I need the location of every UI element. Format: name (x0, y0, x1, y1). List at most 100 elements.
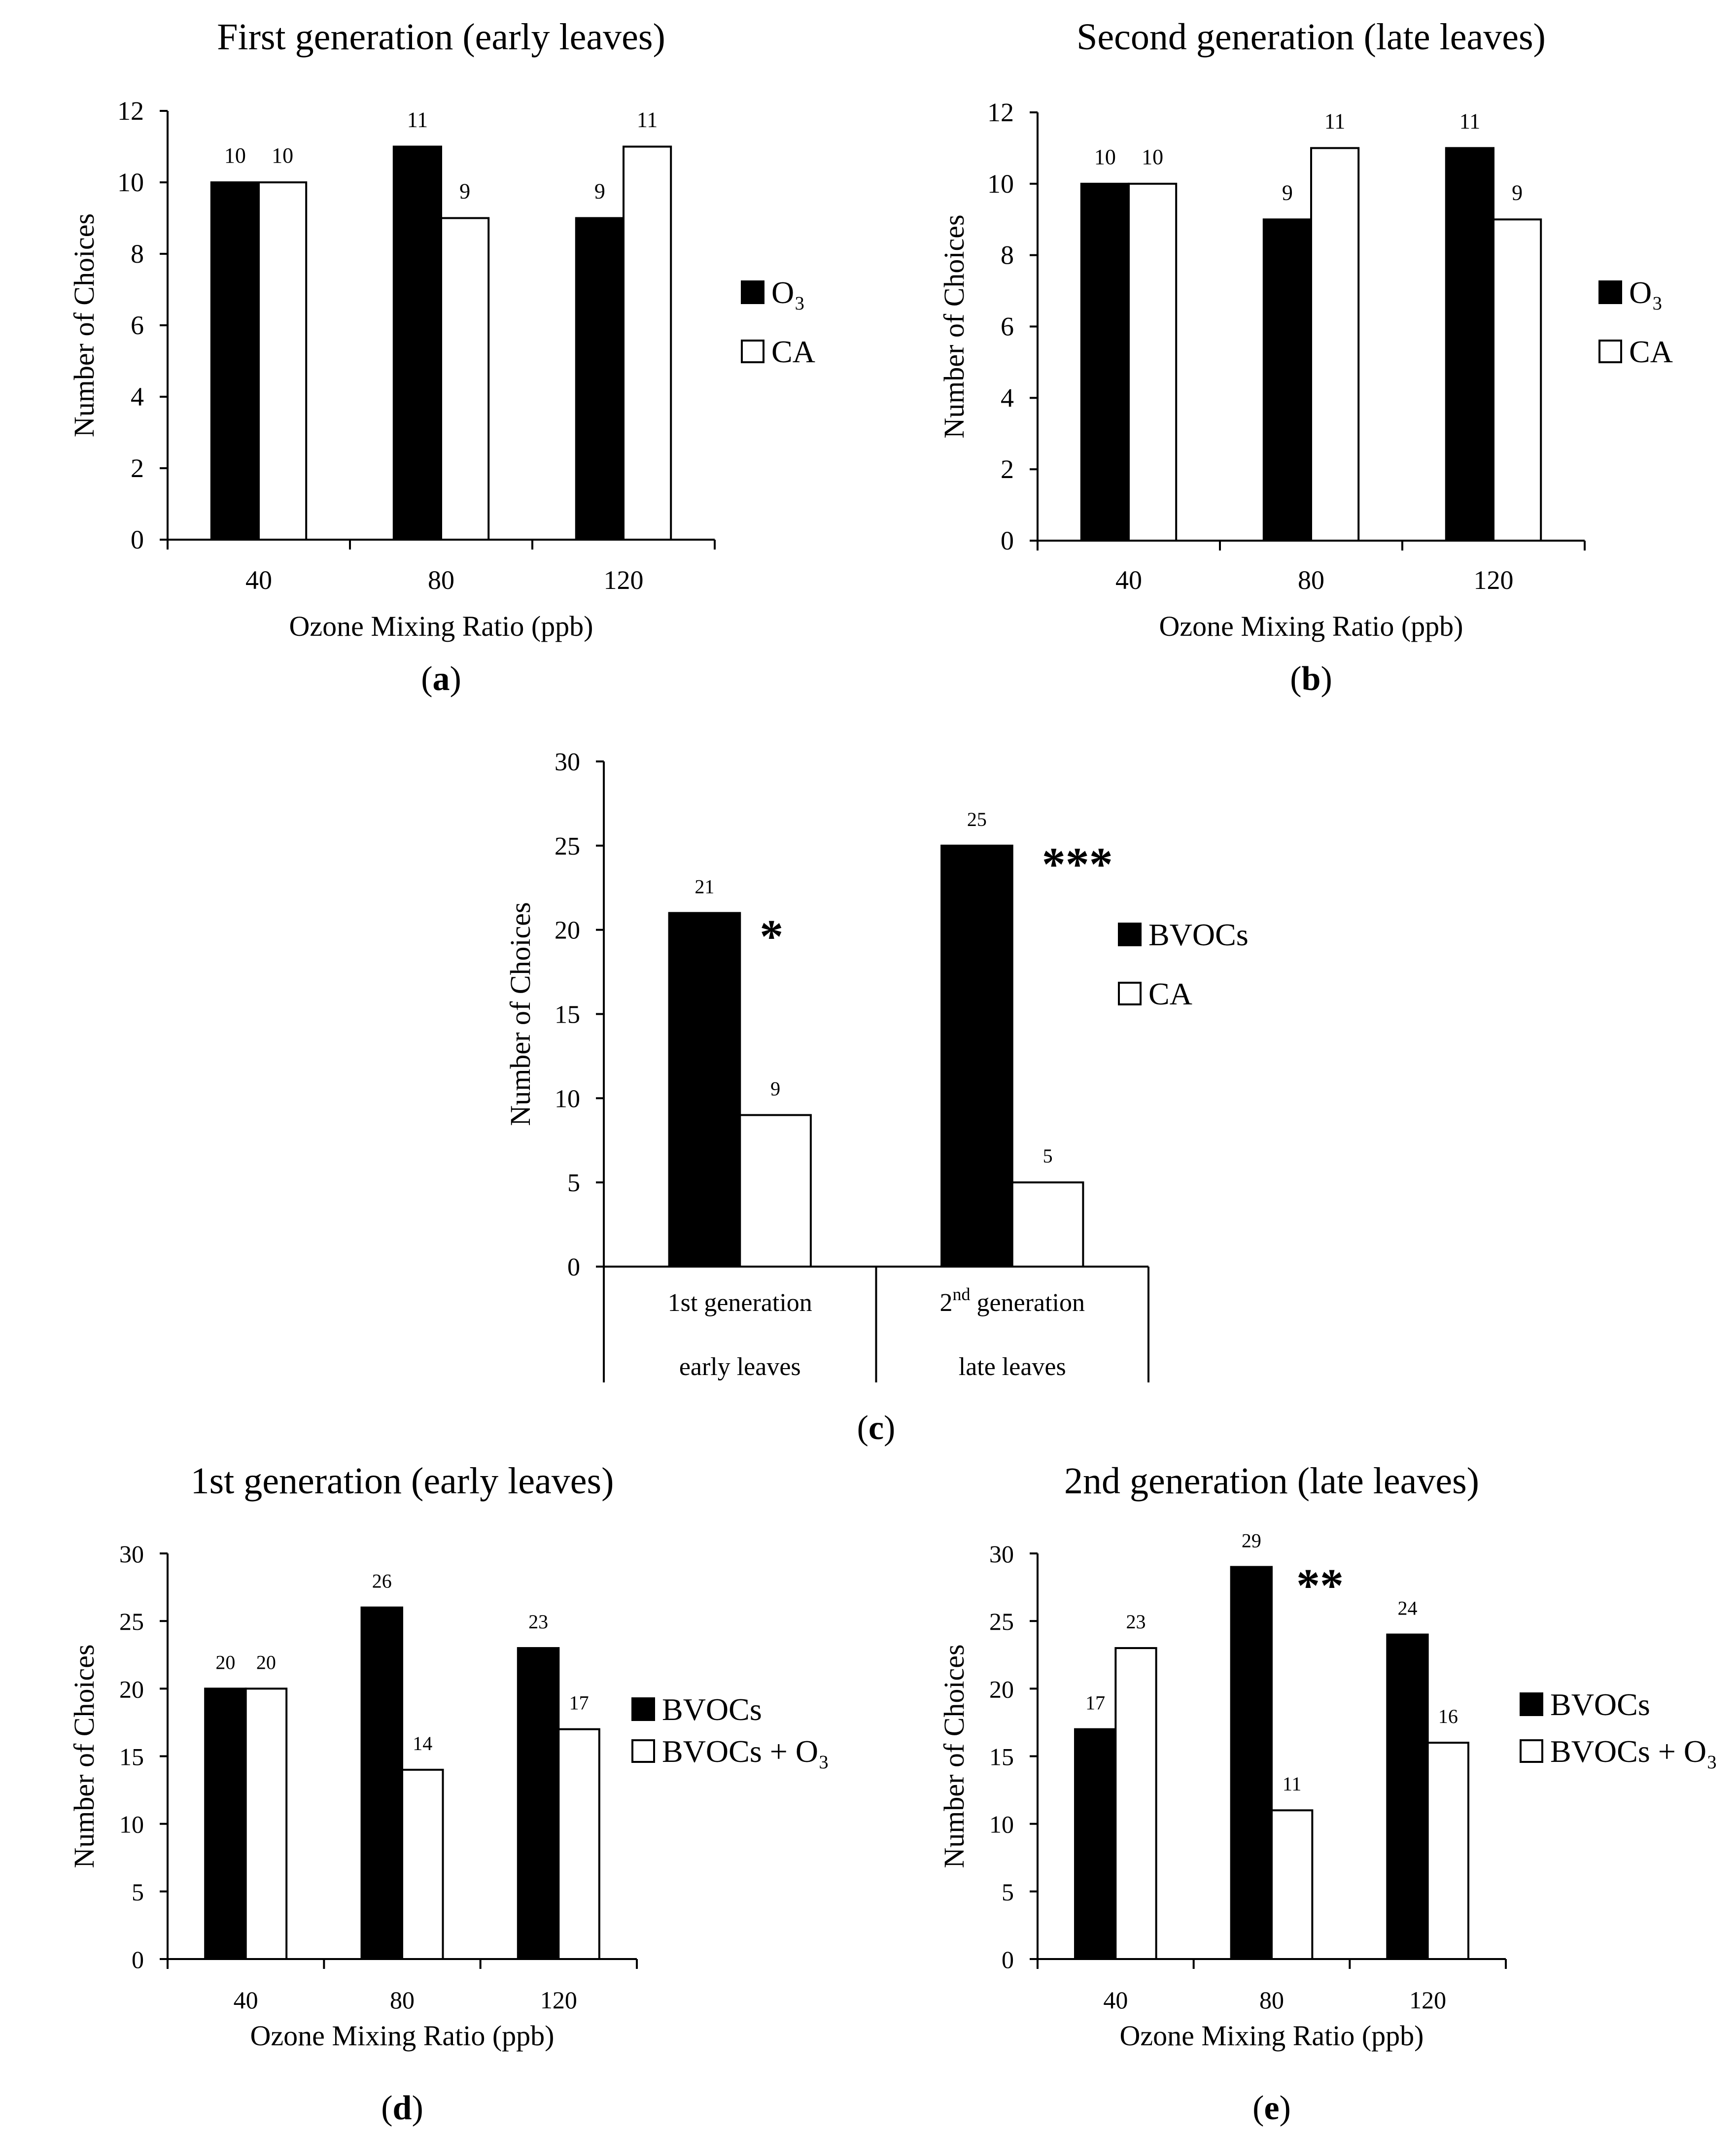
y-tick-label: 25 (989, 1608, 1014, 1635)
y-tick-label: 5 (567, 1169, 580, 1197)
bar-primary (1074, 1728, 1117, 1960)
legend-swatch (1118, 982, 1142, 1005)
data-label: 17 (1085, 1692, 1105, 1714)
chart-panel-b: Second generation (late leaves) 0 2 4 6 8 10 12… (938, 16, 1673, 698)
data-label: 10 (224, 143, 246, 168)
data-label: 14 (413, 1732, 432, 1755)
x-tick-label: 120 (540, 1986, 577, 2014)
legend-swatch (1520, 1692, 1543, 1716)
y-tick-label: 6 (131, 310, 144, 340)
significance-marker: ** (1296, 1559, 1344, 1612)
bar-secondary (1128, 182, 1178, 542)
chart-panel-d: 1st generation (early leaves) 0 5 10 15 20 25 3… (68, 1460, 829, 2127)
x-tick-label: 120 (1409, 1986, 1446, 2014)
legend-label: O₃ (1629, 275, 1663, 310)
chart-title: First generation (early leaves) (217, 16, 665, 58)
data-label: 10 (272, 143, 293, 168)
y-tick-label: 20 (119, 1675, 144, 1703)
legend-swatch (631, 1697, 655, 1721)
bar-secondary (401, 1768, 444, 1961)
y-tick-label: 12 (987, 98, 1014, 127)
data-label: 23 (528, 1611, 548, 1633)
chart-title: 1st generation (early leaves) (191, 1460, 614, 1502)
data-label: 11 (637, 108, 658, 132)
x-tick-label: 40 (245, 565, 272, 595)
panel-label: (b) (1290, 660, 1332, 698)
y-tick-label: 10 (987, 169, 1014, 199)
legend-swatch (631, 1739, 655, 1763)
bar-secondary (1011, 1181, 1084, 1268)
x-tick-label: 1st generation (668, 1289, 812, 1317)
y-axis-label: Number of Choices (68, 213, 100, 437)
y-tick-label: 4 (1001, 383, 1014, 413)
bar-primary (575, 217, 625, 541)
bar-primary (1445, 147, 1495, 542)
legend-label: CA (771, 334, 815, 369)
y-tick-label: 8 (131, 239, 144, 269)
data-label: 20 (256, 1651, 276, 1673)
x-tick-label: 120 (604, 565, 644, 595)
bar-secondary (1493, 218, 1542, 542)
data-label: 25 (967, 808, 987, 830)
y-axis-label: Number of Choices (938, 214, 970, 438)
data-label: 21 (694, 876, 714, 898)
x-tick-sublabel: early leaves (679, 1353, 801, 1381)
chart-title: Second generation (late leaves) (1076, 16, 1546, 58)
data-label: 17 (569, 1692, 589, 1714)
data-label: 10 (1094, 145, 1116, 169)
bar-secondary (1114, 1647, 1157, 1961)
data-label: 10 (1142, 145, 1163, 169)
y-tick-label: 5 (1002, 1878, 1014, 1906)
x-tick-label: 80 (1259, 1986, 1284, 2014)
y-tick-label: 0 (567, 1253, 580, 1281)
legend-label: O₃ (771, 275, 805, 310)
bar-primary (1080, 182, 1130, 542)
data-label: 11 (1459, 109, 1480, 133)
y-tick-label: 0 (1002, 1946, 1014, 1973)
bar-primary (210, 181, 260, 541)
y-tick-label: 15 (989, 1743, 1014, 1771)
y-tick-label: 25 (555, 832, 580, 860)
chart-panel-e: 2nd generation (late leaves) 0 5 10 15 20 25 30… (938, 1460, 1717, 2127)
y-tick-label: 20 (555, 917, 580, 945)
bar-secondary (623, 145, 672, 541)
y-tick-label: 0 (131, 525, 144, 554)
panel-label: (a) (421, 660, 461, 698)
legend-swatch (1598, 340, 1622, 363)
legend-swatch (741, 280, 764, 304)
data-label: 9 (1512, 180, 1523, 205)
data-label: 11 (1283, 1773, 1302, 1795)
y-tick-label: 10 (119, 1811, 144, 1838)
chart-panel-a: First generation (early leaves) 0 2 4 6 8 10 12… (68, 16, 815, 698)
data-label: 26 (372, 1570, 392, 1592)
y-tick-label: 10 (989, 1811, 1014, 1838)
bar-secondary (739, 1114, 812, 1268)
y-tick-label: 12 (117, 96, 144, 126)
bar-secondary (557, 1728, 600, 1960)
x-tick-label: 40 (234, 1986, 258, 2014)
bar-primary (392, 145, 442, 541)
y-tick-label: 8 (1001, 241, 1014, 270)
y-tick-label: 6 (1001, 312, 1014, 342)
bar-primary (1262, 218, 1313, 542)
y-tick-label: 5 (132, 1878, 144, 1906)
bar-secondary (1426, 1742, 1470, 1960)
x-tick-label: 80 (390, 1986, 415, 2014)
bar-primary (204, 1687, 247, 1960)
data-label: 9 (459, 179, 470, 204)
data-label: 9 (594, 179, 605, 204)
y-tick-label: 30 (989, 1540, 1014, 1568)
y-tick-label: 15 (555, 1001, 580, 1029)
y-tick-label: 4 (131, 382, 144, 412)
y-axis-label: Number of Choices (68, 1644, 100, 1868)
x-axis-label: Ozone Mixing Ratio (ppb) (250, 2020, 555, 2052)
x-axis-label: Ozone Mixing Ratio (ppb) (1120, 2020, 1424, 2052)
y-tick-label: 2 (1001, 454, 1014, 484)
y-tick-label: 0 (1001, 526, 1014, 555)
bar-primary (1230, 1566, 1273, 1960)
x-tick-label: 80 (428, 565, 454, 595)
legend-label: CA (1629, 334, 1673, 369)
bar-primary (668, 912, 741, 1268)
panel-label: (d) (381, 2089, 423, 2127)
